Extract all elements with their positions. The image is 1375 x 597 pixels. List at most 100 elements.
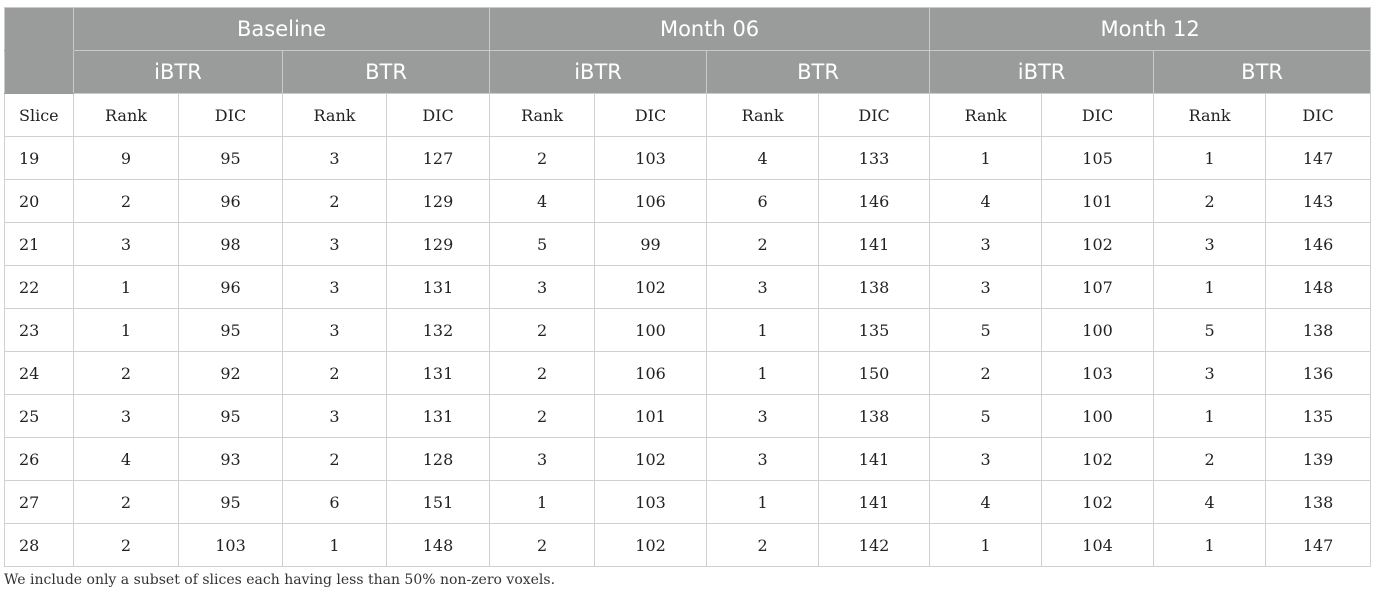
value-cell: 2: [706, 222, 820, 266]
value-cell: 101: [594, 394, 708, 438]
group-header: Baseline: [72, 7, 491, 51]
value-cell: 131: [385, 394, 491, 438]
value-cell: 133: [818, 136, 931, 180]
value-cell: 3: [929, 265, 1043, 309]
value-cell: 103: [1041, 351, 1155, 395]
table-row: 26 4 93 2 128 3 102 3 141 3 102 2 139: [4, 437, 1372, 481]
value-cell: 2: [282, 179, 387, 223]
table-row: 28 2 103 1 148 2 102 2 142 1 104 1 147: [4, 523, 1372, 567]
value-cell: 141: [818, 222, 931, 266]
value-cell: 1: [73, 265, 179, 309]
value-cell: 96: [178, 265, 283, 309]
table-row: 20 2 96 2 129 4 106 6 146 4 101 2 143: [4, 179, 1372, 223]
value-cell: 95: [178, 308, 283, 352]
column-label: Rank: [73, 93, 179, 137]
slice-cell: 19: [4, 136, 74, 180]
subgroup-header: BTR: [1153, 50, 1372, 94]
value-cell: 131: [385, 265, 491, 309]
column-label: Rank: [282, 93, 387, 137]
column-label: DIC: [1041, 93, 1155, 137]
value-cell: 1: [706, 480, 820, 524]
value-cell: 102: [1041, 437, 1155, 481]
column-label: Rank: [1153, 93, 1267, 137]
slice-cell: 26: [4, 437, 74, 481]
value-cell: 103: [594, 136, 708, 180]
value-cell: 2: [929, 351, 1043, 395]
column-label: Rank: [929, 93, 1043, 137]
value-cell: 2: [706, 523, 820, 567]
value-cell: 138: [818, 265, 931, 309]
value-cell: 3: [929, 222, 1043, 266]
value-cell: 6: [706, 179, 820, 223]
value-cell: 131: [385, 351, 491, 395]
table-row: 24 2 92 2 131 2 106 1 150 2 103 3 136: [4, 351, 1372, 395]
value-cell: 103: [178, 523, 283, 567]
table-row: 27 2 95 6 151 1 103 1 141 4 102 4 138: [4, 480, 1372, 524]
value-cell: 102: [1041, 222, 1155, 266]
column-label: Rank: [489, 93, 596, 137]
value-cell: 106: [594, 179, 708, 223]
value-cell: 2: [73, 351, 179, 395]
value-cell: 148: [1265, 265, 1372, 309]
group-header-row: Baseline Month 06 Month 12: [4, 7, 1372, 51]
column-label: Rank: [706, 93, 820, 137]
value-cell: 1: [706, 351, 820, 395]
value-cell: 3: [73, 394, 179, 438]
column-label: DIC: [594, 93, 708, 137]
column-label: DIC: [178, 93, 283, 137]
value-cell: 2: [73, 179, 179, 223]
value-cell: 93: [178, 437, 283, 481]
subgroup-header: BTR: [281, 50, 491, 94]
value-cell: 3: [282, 265, 387, 309]
value-cell: 146: [1265, 222, 1372, 266]
column-label: DIC: [1265, 93, 1372, 137]
value-cell: 96: [178, 179, 283, 223]
table-row: 21 3 98 3 129 5 99 2 141 3 102 3 146: [4, 222, 1372, 266]
table-row: 19 9 95 3 127 2 103 4 133 1 105 1 147: [4, 136, 1372, 180]
value-cell: 4: [706, 136, 820, 180]
results-table: Baseline Month 06 Month 12 iBTR BTR iBTR…: [4, 7, 1372, 567]
value-cell: 102: [594, 523, 708, 567]
value-cell: 3: [282, 222, 387, 266]
value-cell: 6: [282, 480, 387, 524]
value-cell: 5: [489, 222, 596, 266]
value-cell: 100: [1041, 308, 1155, 352]
value-cell: 129: [385, 222, 491, 266]
value-cell: 95: [178, 480, 283, 524]
value-cell: 3: [1153, 351, 1267, 395]
value-cell: 150: [818, 351, 931, 395]
value-cell: 2: [489, 394, 596, 438]
value-cell: 102: [594, 265, 708, 309]
value-cell: 135: [818, 308, 931, 352]
value-cell: 3: [706, 265, 820, 309]
value-cell: 1: [1153, 136, 1267, 180]
value-cell: 1: [1153, 394, 1267, 438]
value-cell: 128: [385, 437, 491, 481]
value-cell: 1: [929, 136, 1043, 180]
value-cell: 3: [282, 394, 387, 438]
value-cell: 1: [489, 480, 596, 524]
value-cell: 9: [73, 136, 179, 180]
value-cell: 2: [489, 351, 596, 395]
value-cell: 135: [1265, 394, 1372, 438]
value-cell: 101: [1041, 179, 1155, 223]
slice-cell: 27: [4, 480, 74, 524]
table-row: 22 1 96 3 131 3 102 3 138 3 107 1 148: [4, 265, 1372, 309]
value-cell: 100: [594, 308, 708, 352]
value-cell: 3: [706, 437, 820, 481]
value-cell: 1: [73, 308, 179, 352]
table-footnote: We include only a subset of slices each …: [4, 572, 556, 588]
value-cell: 148: [385, 523, 491, 567]
value-cell: 3: [282, 136, 387, 180]
value-cell: 107: [1041, 265, 1155, 309]
value-cell: 3: [73, 222, 179, 266]
slice-cell: 22: [4, 265, 74, 309]
value-cell: 5: [1153, 308, 1267, 352]
column-label: Slice: [4, 93, 74, 137]
corner-cell: [4, 50, 74, 94]
value-cell: 95: [178, 136, 283, 180]
value-cell: 146: [818, 179, 931, 223]
value-cell: 1: [1153, 265, 1267, 309]
subgroup-header: iBTR: [929, 50, 1155, 94]
value-cell: 2: [489, 308, 596, 352]
